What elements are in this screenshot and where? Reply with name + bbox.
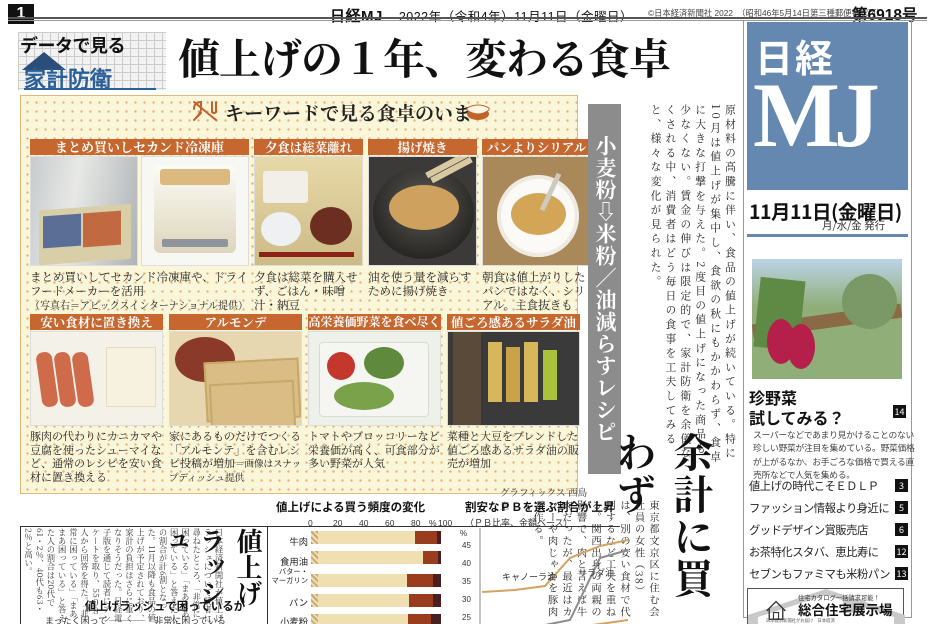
svg-text:35: 35 <box>462 577 471 586</box>
svg-text:サラダ油: サラダ油 <box>578 566 614 579</box>
svg-text:30: 30 <box>462 595 471 604</box>
svg-text:家計防衛: 家計防衛 <box>24 67 112 90</box>
svg-text:キャノーラ油: キャノーラ油 <box>502 570 556 583</box>
svg-text:40: 40 <box>462 559 471 568</box>
svg-text:25: 25 <box>462 613 471 622</box>
svg-text:%: % <box>460 529 467 538</box>
svg-text:45: 45 <box>462 541 471 550</box>
